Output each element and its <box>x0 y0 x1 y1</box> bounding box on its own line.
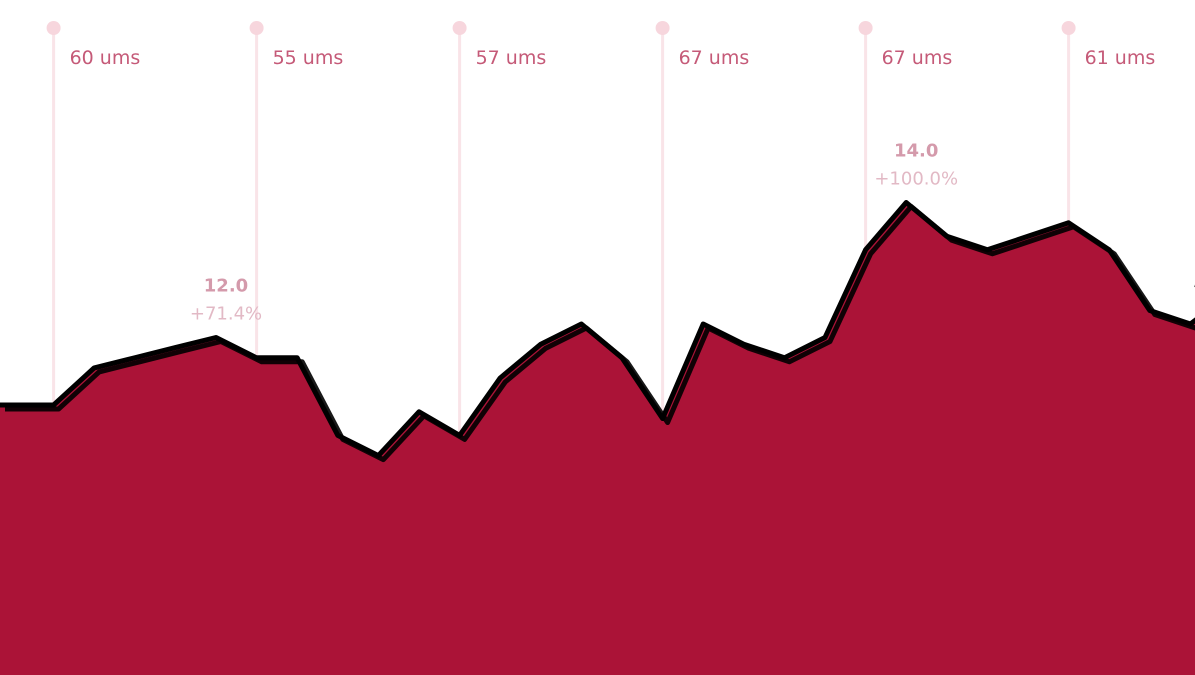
annotation-layer: 12.0 +71.4% 14.0 +100.0% <box>190 141 958 325</box>
marker-layer: 60 ums 55 ums 57 ums 67 ums 67 ums 61 ums <box>46 21 1156 436</box>
marker-dot-1 <box>249 21 264 35</box>
marker-dot-3 <box>655 21 670 35</box>
annotation-change-1: +100.0% <box>874 169 958 190</box>
series-area <box>0 202 1195 675</box>
marker-label-1: 55 ums <box>273 47 344 69</box>
marker-label-2: 57 ums <box>476 47 547 69</box>
marker-dot-0 <box>46 21 61 35</box>
marker-label-4: 67 ums <box>882 47 953 69</box>
area-layer <box>0 200 1195 675</box>
marker-dot-5 <box>1061 21 1076 35</box>
marker-dot-4 <box>858 21 873 35</box>
series-line <box>0 200 1195 459</box>
marker-label-5: 61 ums <box>1085 47 1156 69</box>
annotation-value-0: 12.0 <box>204 276 248 297</box>
marker-dot-2 <box>452 21 467 35</box>
annotation-value-1: 14.0 <box>894 141 938 162</box>
marker-label-3: 67 ums <box>679 47 750 69</box>
marker-label-0: 60 ums <box>70 47 141 69</box>
annotation-change-0: +71.4% <box>190 304 262 325</box>
